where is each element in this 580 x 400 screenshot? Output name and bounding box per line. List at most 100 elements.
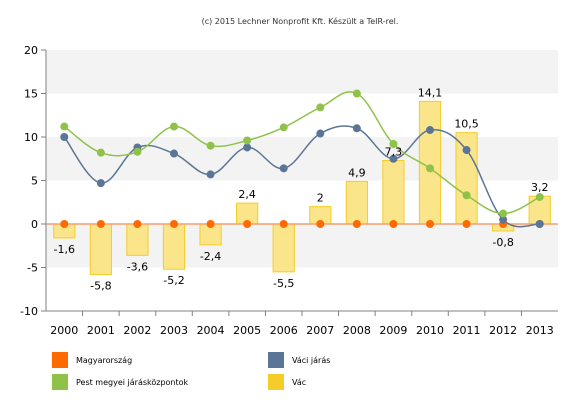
legend-swatch [268, 374, 284, 390]
point-2-2006 [279, 123, 288, 132]
x-tick-label: 2009 [379, 324, 407, 337]
point-1-2000 [60, 133, 69, 141]
y-tick-label: 5 [31, 175, 38, 188]
bar-label-2005: 2,4 [238, 188, 256, 201]
bar-label-2006: -5,5 [273, 277, 294, 290]
bar-label-2010: 14,1 [418, 86, 443, 99]
y-tick-label: -5 [27, 262, 38, 275]
bar-label-2009: 7,3 [385, 145, 403, 158]
grid-band [46, 50, 558, 94]
point-1-2007 [316, 129, 325, 138]
x-tick-label: 2005 [233, 324, 261, 337]
point-2-2009 [389, 139, 398, 148]
point-1-2012 [499, 215, 508, 224]
point-0-2002 [133, 220, 142, 228]
legend-swatch [268, 352, 284, 368]
line-points [60, 89, 544, 228]
point-0-2007 [316, 220, 325, 228]
point-1-2001 [96, 179, 105, 188]
bar-label-2011: 10,5 [454, 118, 479, 131]
x-tick-label: 2004 [197, 324, 225, 337]
bar-label-2004: -2,4 [200, 250, 221, 263]
bar-label-2003: -5,2 [163, 274, 184, 287]
x-tick-label: 2002 [123, 324, 151, 337]
x-tick-label: 2010 [416, 324, 444, 337]
point-2-2008 [352, 89, 361, 98]
x-tick-label: 2001 [87, 324, 115, 337]
y-tick-label: 0 [31, 218, 38, 231]
bar-2002 [126, 223, 149, 256]
point-1-2013 [535, 220, 544, 228]
point-2-2001 [96, 148, 105, 157]
bar-2009 [382, 159, 405, 225]
point-0-2005 [243, 220, 252, 228]
credit-text: (c) 2015 Lechner Nonprofit Kft. Készült … [202, 16, 399, 26]
x-tick-label: 2008 [343, 324, 371, 337]
bar-label-2000: -1,6 [54, 243, 75, 256]
point-0-2003 [170, 220, 178, 228]
point-0-2008 [352, 220, 361, 228]
point-2-2012 [499, 209, 508, 218]
grid-bands [46, 50, 558, 268]
point-2-2010 [426, 164, 434, 173]
bar-label-2013: 3,2 [531, 181, 549, 194]
legend-label: Váci járás [292, 356, 330, 365]
x-tick-label: 2011 [453, 324, 481, 337]
x-tick-label: 2007 [306, 324, 334, 337]
point-1-2005 [243, 143, 252, 152]
bar-2008 [345, 180, 368, 225]
bar-2001 [89, 223, 112, 275]
y-tick-label: 15 [24, 88, 38, 101]
legend-label: Vác [292, 378, 306, 387]
y-tick-label: 10 [24, 131, 38, 144]
legend-label: Magyarország [76, 356, 132, 365]
point-0-2000 [60, 220, 69, 228]
bar-data-labels: -1,6 -5,8 -3,6 -5,2 -2,4 2,4 -5,5 2 4,9 7,3 14,1 10… [54, 86, 549, 292]
point-0-2011 [462, 220, 471, 228]
bar-2003 [162, 223, 186, 270]
point-2-2004 [206, 141, 215, 150]
x-tick-label: 2003 [160, 324, 188, 337]
point-0-2006 [279, 220, 288, 228]
y-tick-label: 20 [24, 44, 38, 57]
y-axis-ticks: 20 15 10 5 0 -5 -10 [20, 44, 46, 318]
legend-swatch [52, 352, 68, 368]
point-1-2010 [426, 126, 434, 135]
bar-label-2001: -5,8 [90, 279, 111, 292]
point-0-2009 [389, 220, 398, 228]
grid-band [46, 224, 558, 268]
bar-label-2008: 4,9 [348, 166, 366, 179]
point-1-2009 [389, 154, 398, 163]
grid-band [46, 137, 558, 181]
bar-label-2012: -0,8 [492, 236, 513, 249]
x-tick-label: 2013 [526, 324, 554, 337]
x-axis-ticks: 2000 2001 2002 2003 2004 2005 2006 2007 2008 2009… [50, 311, 554, 337]
bar-2010 [418, 100, 442, 225]
point-2-2011 [462, 191, 471, 200]
point-0-2004 [206, 220, 215, 228]
legend-label: Pest megyei járásközpontok [76, 378, 189, 387]
point-1-2011 [462, 146, 471, 155]
point-0-2010 [426, 220, 434, 228]
point-2-2002 [133, 147, 142, 156]
bar-label-2007: 2 [317, 192, 324, 205]
x-tick-label: 2012 [489, 324, 517, 337]
legend: Magyarország Váci járás Pest megyei járásk… [52, 352, 330, 390]
point-2-2000 [60, 122, 69, 131]
point-2-2013 [535, 193, 544, 202]
point-2-2007 [316, 103, 325, 112]
bar-2006 [272, 223, 295, 273]
legend-swatch [52, 374, 68, 390]
point-1-2003 [170, 149, 178, 158]
point-0-2001 [96, 220, 105, 228]
point-1-2004 [206, 170, 215, 179]
x-tick-label: 2000 [50, 324, 78, 337]
line-series-2 [63, 91, 541, 215]
x-tick-label: 2006 [270, 324, 298, 337]
y-tick-label: -10 [20, 305, 38, 318]
point-1-2008 [352, 124, 361, 133]
point-2-2005 [243, 136, 252, 145]
point-2-2003 [170, 122, 178, 131]
